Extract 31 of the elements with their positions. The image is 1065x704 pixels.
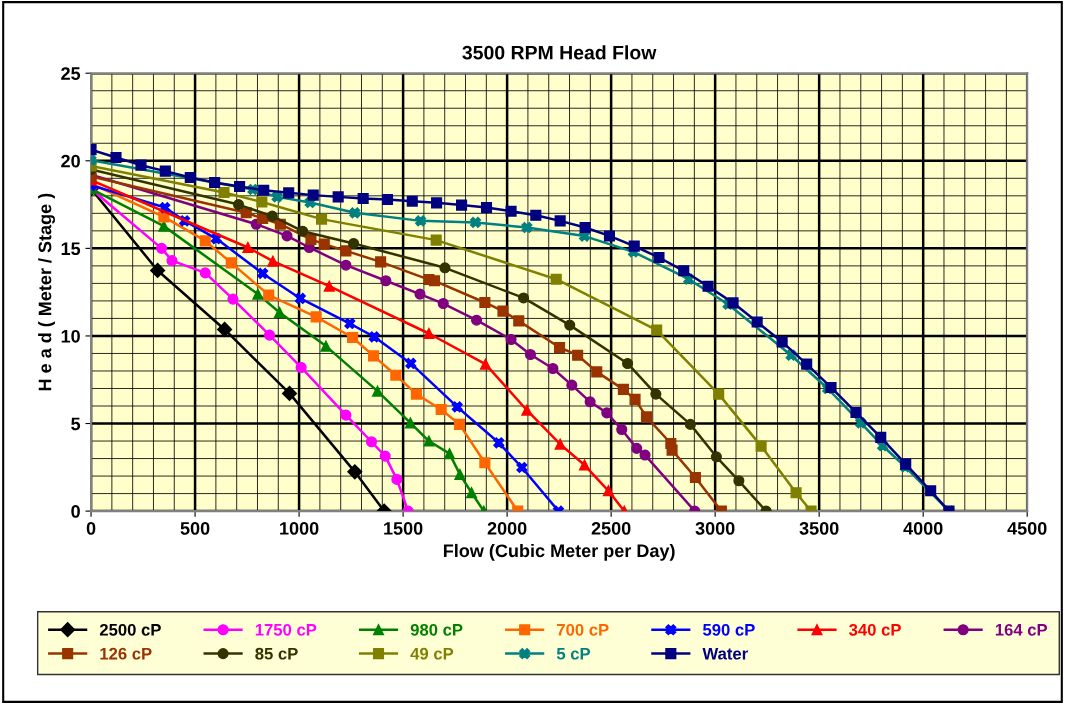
x-tick-label: 500 (180, 522, 210, 535)
y-tick-label: 20 (61, 154, 80, 168)
legend-label: 49 cP (410, 647, 454, 660)
y-tick-label: 0 (71, 505, 80, 518)
legend-label: Water (702, 647, 748, 660)
y-axis-title: H e a d ( Meter / Stage ) (38, 193, 55, 391)
x-axis-title: Flow (Cubic Meter per Day) (443, 543, 675, 561)
legend-label: 126 cP (100, 647, 152, 660)
x-tick-label: 3500 (799, 522, 839, 535)
legend-label: 85 cP (255, 647, 298, 660)
chart-title: 3500 RPM Head Flow (462, 45, 657, 60)
legend-label: 5 cP (556, 647, 591, 660)
x-tick-label: 1000 (280, 522, 319, 535)
legend-label: 1750 cP (255, 623, 317, 636)
x-tick-label: 4500 (1007, 522, 1047, 535)
x-tick-label: 2500 (591, 522, 631, 535)
legend-label: 700 cP (557, 623, 609, 636)
x-tick-label: 3000 (695, 522, 735, 535)
y-tick-label: 25 (61, 67, 81, 80)
x-tick-label: 1500 (384, 522, 423, 535)
x-tick-label: 0 (86, 522, 96, 535)
legend-label: 980 cP (410, 623, 463, 636)
y-tick-label: 5 (71, 417, 81, 431)
legend-label: 590 cP (703, 623, 755, 636)
x-tick-label: 2000 (487, 522, 527, 535)
y-tick-label: 15 (61, 242, 81, 256)
x-tick-label: 4000 (903, 522, 943, 535)
legend-label: 164 cP (995, 623, 1048, 636)
legend-label: 340 cP (849, 623, 901, 636)
y-tick-label: 10 (61, 329, 80, 343)
legend-label: 2500 cP (99, 623, 161, 636)
